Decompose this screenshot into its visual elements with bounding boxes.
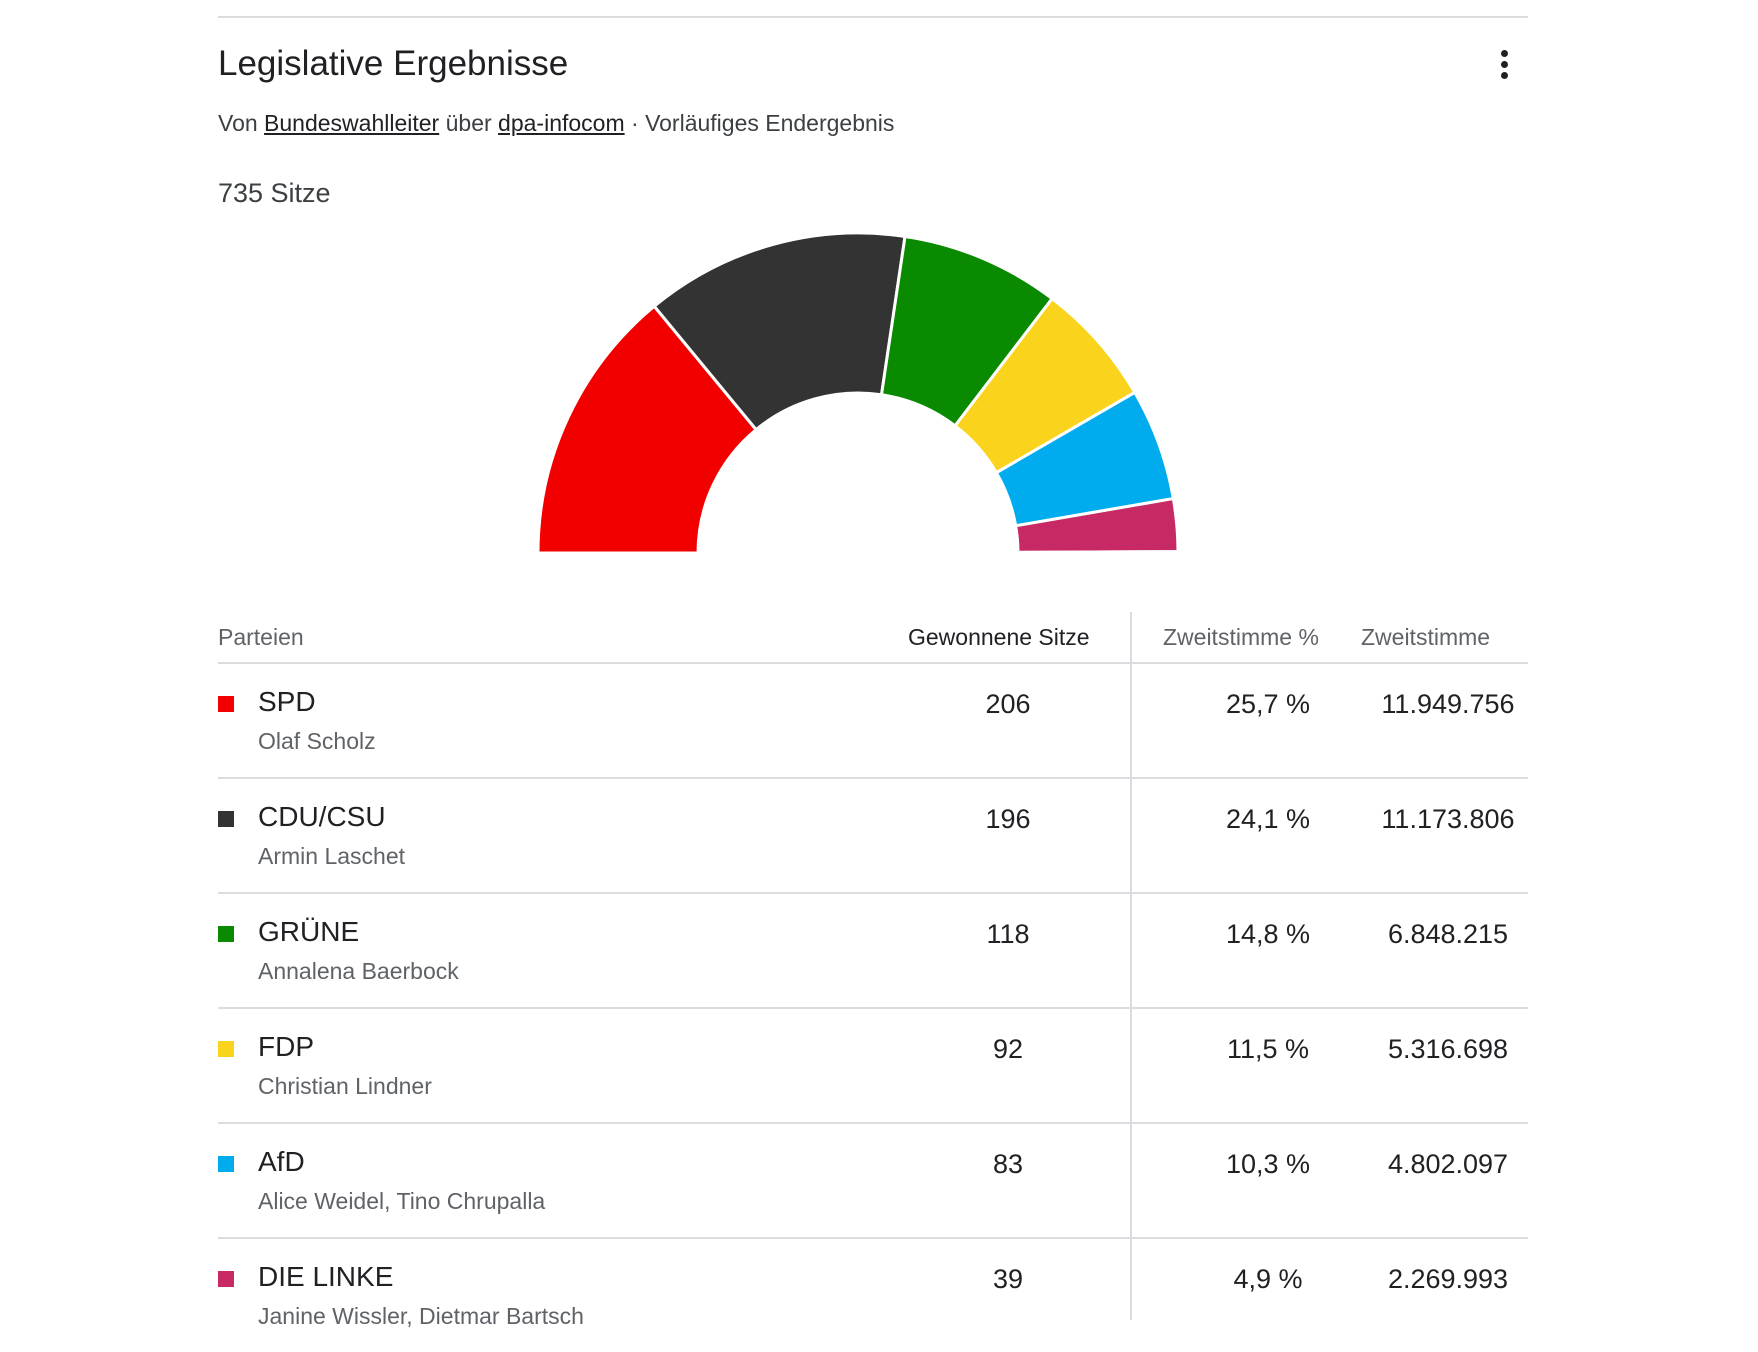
source-line: Von Bundeswahlleiter über dpa-infocom · … <box>218 110 894 137</box>
party-name: SPD <box>258 686 316 717</box>
card-title: Legislative Ergebnisse <box>218 44 569 83</box>
seat-segment-cdu-csu[interactable] <box>652 231 907 432</box>
party-leader: Olaf Scholz <box>258 728 376 754</box>
votes-value: 5.316.698 <box>1387 1034 1509 1064</box>
seats-value: 92 <box>992 1034 1024 1064</box>
seat-segment-ssw[interactable] <box>1016 550 1180 555</box>
column-divider <box>1130 612 1132 1320</box>
results-table-body: SPD Olaf Scholz 206 25,7 % 11.949.756 CD… <box>218 664 1528 1352</box>
party-name: GRÜNE <box>258 916 360 947</box>
party-color-swatch <box>218 696 234 712</box>
seat-distribution-chart <box>536 231 1180 555</box>
seat-segment-spd[interactable] <box>536 304 759 555</box>
party-leader: Christian Lindner <box>258 1073 432 1099</box>
party-name: DIE LINKE <box>258 1261 394 1292</box>
source-link-bundeswahlleiter[interactable]: Bundeswahlleiter <box>264 110 440 136</box>
pct-value: 11,5 % <box>1226 1034 1310 1064</box>
election-results-card: Legislative Ergebnisse Von Bundeswahllei… <box>218 0 1528 1329</box>
pct-value: 10,3 % <box>1225 1149 1311 1179</box>
party-color-swatch <box>218 926 234 942</box>
votes-value: 2.269.993 <box>1387 1264 1509 1294</box>
votes-value: 11.949.756 <box>1381 689 1515 719</box>
table-row[interactable]: DIE LINKE Janine Wissler, Dietmar Bartsc… <box>218 1239 1528 1352</box>
seats-value: 206 <box>985 689 1031 719</box>
party-leader: Janine Wissler, Dietmar Bartsch <box>258 1303 584 1329</box>
more-vert-icon[interactable] <box>1488 46 1520 86</box>
source-middle: über <box>439 110 499 136</box>
header-second-vote-pct[interactable]: Zweitstimme % <box>1163 624 1319 650</box>
party-leader: Armin Laschet <box>258 843 406 869</box>
party-color-swatch <box>218 1271 234 1287</box>
party-color-swatch <box>218 1156 234 1172</box>
table-row[interactable]: SPD Olaf Scholz 206 25,7 % 11.949.756 <box>218 664 1528 779</box>
party-color-swatch <box>218 1041 234 1057</box>
pct-value: 14,8 % <box>1225 919 1311 949</box>
party-leader: Annalena Baerbock <box>258 958 459 984</box>
party-name: CDU/CSU <box>258 801 386 832</box>
table-header: Parteien Gewonnene Sitze Zweitstimme % Z… <box>218 600 1528 664</box>
source-prefix: Von <box>218 110 265 136</box>
table-row[interactable]: CDU/CSU Armin Laschet 196 24,1 % 11.173.… <box>218 779 1528 894</box>
source-status: · Vorläufiges Endergebnis <box>624 110 895 136</box>
votes-value: 11.173.806 <box>1381 804 1515 834</box>
party-name: AfD <box>258 1146 305 1177</box>
seats-value: 196 <box>985 804 1031 834</box>
pct-value: 4,9 % <box>1233 1264 1303 1294</box>
pct-value: 24,1 % <box>1225 804 1311 834</box>
seats-total: 735 Sitze <box>218 178 331 208</box>
header-second-votes[interactable]: Zweitstimme <box>1361 624 1491 650</box>
table-row[interactable]: AfD Alice Weidel, Tino Chrupalla 83 10,3… <box>218 1124 1528 1239</box>
header-parties: Parteien <box>218 624 304 650</box>
votes-value: 4.802.097 <box>1387 1149 1509 1179</box>
pct-value: 25,7 % <box>1225 689 1311 719</box>
party-color-swatch <box>218 811 234 827</box>
votes-value: 6.848.215 <box>1387 919 1509 949</box>
table-row[interactable]: GRÜNE Annalena Baerbock 118 14,8 % 6.848… <box>218 894 1528 1009</box>
source-link-dpa-infocom[interactable]: dpa-infocom <box>498 110 625 136</box>
header-seats[interactable]: Gewonnene Sitze <box>908 624 1090 650</box>
seats-value: 118 <box>986 919 1030 949</box>
table-row[interactable]: FDP Christian Lindner 92 11,5 % 5.316.69… <box>218 1009 1528 1124</box>
seats-value: 39 <box>992 1264 1024 1294</box>
seats-value: 83 <box>992 1149 1024 1179</box>
party-name: FDP <box>258 1031 314 1062</box>
top-divider <box>218 16 1528 18</box>
party-leader: Alice Weidel, Tino Chrupalla <box>258 1188 546 1214</box>
